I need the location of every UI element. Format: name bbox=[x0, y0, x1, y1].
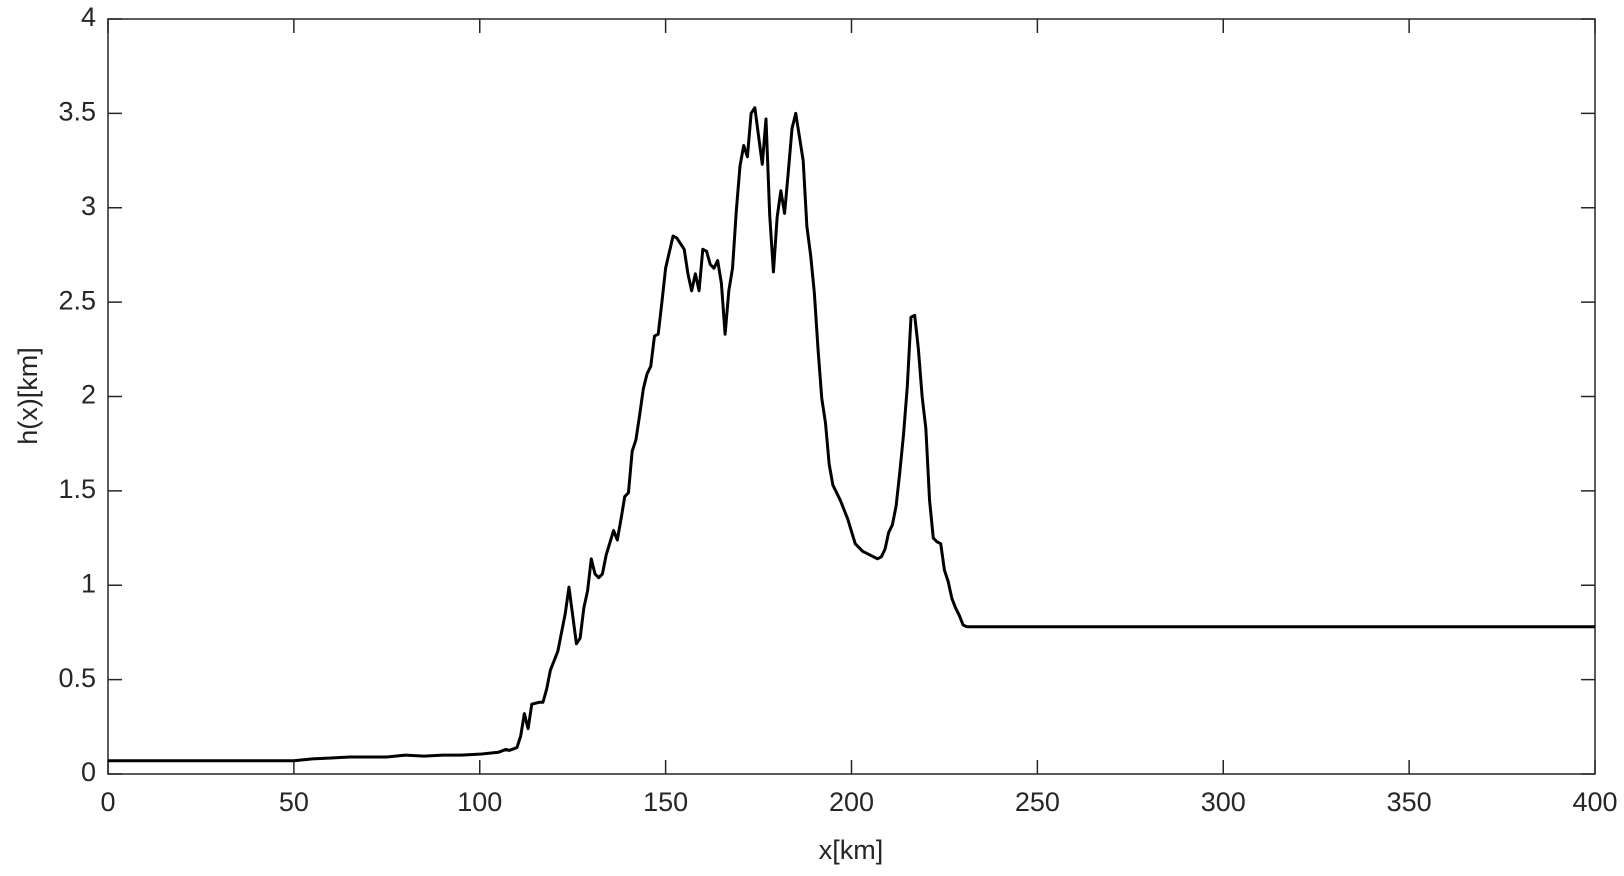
data-line bbox=[108, 106, 1595, 763]
y-tick-label: 2 bbox=[81, 380, 96, 410]
x-tick-label: 150 bbox=[643, 787, 688, 817]
x-tick-label: 350 bbox=[1387, 787, 1432, 817]
x-tick-label: 300 bbox=[1201, 787, 1246, 817]
x-tick-label: 50 bbox=[279, 787, 309, 817]
x-tick-label: 250 bbox=[1015, 787, 1060, 817]
y-axis-label: h(x)[km] bbox=[13, 347, 43, 445]
x-tick-label: 200 bbox=[829, 787, 874, 817]
y-tick-label: 2.5 bbox=[58, 285, 96, 315]
y-tick-label: 4 bbox=[81, 2, 96, 32]
y-tick-label: 0.5 bbox=[58, 663, 96, 693]
x-axis-label: x[km] bbox=[819, 835, 884, 865]
x-tick-label: 100 bbox=[457, 787, 502, 817]
x-tick-label: 400 bbox=[1572, 787, 1617, 817]
y-tick-label: 0 bbox=[81, 757, 96, 787]
x-tick-label: 0 bbox=[100, 787, 115, 817]
plot-frame bbox=[107, 18, 1596, 775]
y-tick-label: 3.5 bbox=[58, 97, 96, 127]
y-tick-label: 1 bbox=[81, 568, 96, 598]
y-tick-label: 3 bbox=[81, 191, 96, 221]
y-tick-label: 1.5 bbox=[58, 474, 96, 504]
